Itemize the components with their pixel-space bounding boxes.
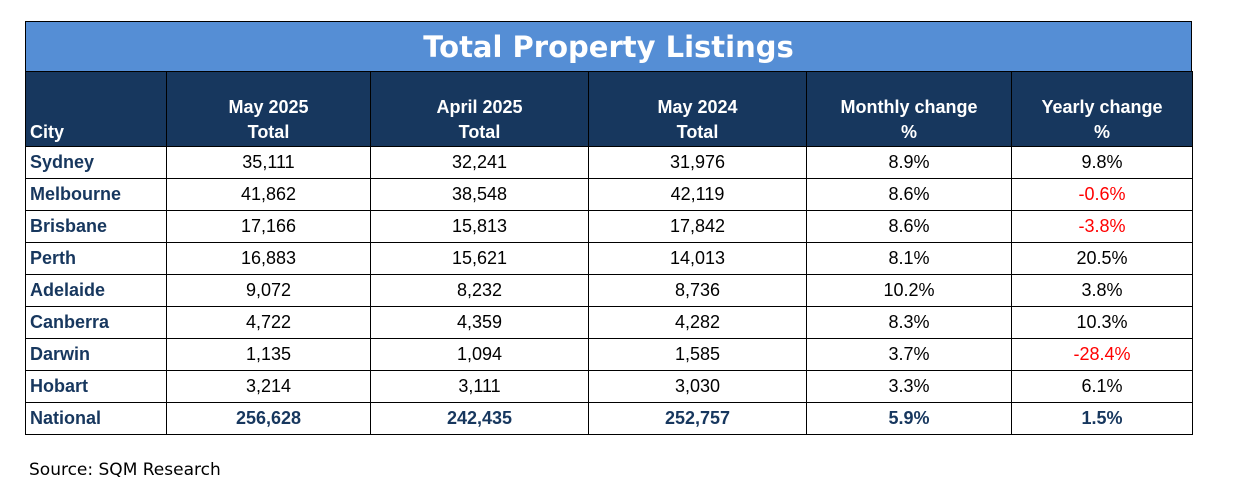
may2025-cell: 4,722 xyxy=(166,306,371,339)
monthly-change-cell: 3.7% xyxy=(806,338,1012,371)
apr2025-cell: 15,621 xyxy=(370,242,589,275)
monthly-change-cell: 3.3% xyxy=(806,370,1012,403)
table-row: Brisbane 17,166 15,813 17,842 8.6% -3.8% xyxy=(25,210,1193,243)
may2024-cell: 3,030 xyxy=(588,370,807,403)
city-cell: Melbourne xyxy=(25,178,167,211)
national-total-row: National 256,628 242,435 252,757 5.9% 1.… xyxy=(25,402,1193,435)
monthly-change-cell: 8.9% xyxy=(806,146,1012,179)
listings-table: City May 2025 Total April 2025 Total May… xyxy=(25,71,1193,435)
header-line2: % xyxy=(900,122,917,142)
apr2025-cell: 4,359 xyxy=(370,306,589,339)
table-row: Adelaide 9,072 8,232 8,736 10.2% 3.8% xyxy=(25,274,1193,307)
header-monthly-change: Monthly change % xyxy=(806,71,1012,147)
may2025-cell: 16,883 xyxy=(166,242,371,275)
may2025-cell: 41,862 xyxy=(166,178,371,211)
apr2025-cell: 242,435 xyxy=(370,402,589,435)
may2024-cell: 1,585 xyxy=(588,338,807,371)
apr2025-cell: 8,232 xyxy=(370,274,589,307)
may2025-cell: 256,628 xyxy=(166,402,371,435)
yearly-change-cell: 10.3% xyxy=(1011,306,1193,339)
table-row: Perth 16,883 15,621 14,013 8.1% 20.5% xyxy=(25,242,1193,275)
header-yearly-change: Yearly change % xyxy=(1011,71,1193,147)
city-cell: Perth xyxy=(25,242,167,275)
monthly-change-cell: 8.3% xyxy=(806,306,1012,339)
may2024-cell: 14,013 xyxy=(588,242,807,275)
may2024-cell: 4,282 xyxy=(588,306,807,339)
apr2025-cell: 32,241 xyxy=(370,146,589,179)
may2024-cell: 8,736 xyxy=(588,274,807,307)
header-may2025: May 2025 Total xyxy=(166,71,371,147)
city-cell: Sydney xyxy=(25,146,167,179)
city-cell: Brisbane xyxy=(25,210,167,243)
table-row: Sydney 35,111 32,241 31,976 8.9% 9.8% xyxy=(25,146,1193,179)
header-line2: % xyxy=(1093,122,1110,142)
table-row: Canberra 4,722 4,359 4,282 8.3% 10.3% xyxy=(25,306,1193,339)
header-may2024: May 2024 Total xyxy=(588,71,807,147)
header-line2: Total xyxy=(458,122,501,142)
may2025-cell: 9,072 xyxy=(166,274,371,307)
apr2025-cell: 1,094 xyxy=(370,338,589,371)
header-line1: Monthly change xyxy=(840,97,978,117)
yearly-change-cell: -0.6% xyxy=(1011,178,1193,211)
header-line2: City xyxy=(30,122,65,142)
monthly-change-cell: 8.6% xyxy=(806,178,1012,211)
yearly-change-cell: 1.5% xyxy=(1011,402,1193,435)
may2025-cell: 17,166 xyxy=(166,210,371,243)
apr2025-cell: 38,548 xyxy=(370,178,589,211)
monthly-change-cell: 8.1% xyxy=(806,242,1012,275)
header-apr2025: April 2025 Total xyxy=(370,71,589,147)
may2024-cell: 252,757 xyxy=(588,402,807,435)
may2025-cell: 35,111 xyxy=(166,146,371,179)
yearly-change-cell: -28.4% xyxy=(1011,338,1193,371)
table-row: Hobart 3,214 3,111 3,030 3.3% 6.1% xyxy=(25,370,1193,403)
yearly-change-cell: 20.5% xyxy=(1011,242,1193,275)
table-row: Darwin 1,135 1,094 1,585 3.7% -28.4% xyxy=(25,338,1193,371)
apr2025-cell: 15,813 xyxy=(370,210,589,243)
city-cell: Hobart xyxy=(25,370,167,403)
yearly-change-cell: 3.8% xyxy=(1011,274,1193,307)
city-cell: Adelaide xyxy=(25,274,167,307)
header-row: City May 2025 Total April 2025 Total May… xyxy=(25,71,1193,147)
table-title: Total Property Listings xyxy=(25,21,1192,71)
monthly-change-cell: 10.2% xyxy=(806,274,1012,307)
header-line1: May 2025 xyxy=(228,97,309,117)
yearly-change-cell: 9.8% xyxy=(1011,146,1193,179)
city-cell: National xyxy=(25,402,167,435)
header-line1: May 2024 xyxy=(657,97,738,117)
header-line2: Total xyxy=(676,122,719,142)
apr2025-cell: 3,111 xyxy=(370,370,589,403)
source-note: Source: SQM Research xyxy=(29,460,221,480)
may2024-cell: 17,842 xyxy=(588,210,807,243)
may2025-cell: 1,135 xyxy=(166,338,371,371)
monthly-change-cell: 5.9% xyxy=(806,402,1012,435)
yearly-change-cell: -3.8% xyxy=(1011,210,1193,243)
header-line1: Yearly change xyxy=(1041,97,1163,117)
may2024-cell: 42,119 xyxy=(588,178,807,211)
table-row: Melbourne 41,862 38,548 42,119 8.6% -0.6… xyxy=(25,178,1193,211)
header-line1: April 2025 xyxy=(436,97,523,117)
listings-table-container: Total Property Listings City May 2025 To… xyxy=(25,21,1193,435)
may2025-cell: 3,214 xyxy=(166,370,371,403)
yearly-change-cell: 6.1% xyxy=(1011,370,1193,403)
city-cell: Darwin xyxy=(25,338,167,371)
header-city: City xyxy=(25,71,167,147)
may2024-cell: 31,976 xyxy=(588,146,807,179)
header-line2: Total xyxy=(247,122,290,142)
city-cell: Canberra xyxy=(25,306,167,339)
monthly-change-cell: 8.6% xyxy=(806,210,1012,243)
